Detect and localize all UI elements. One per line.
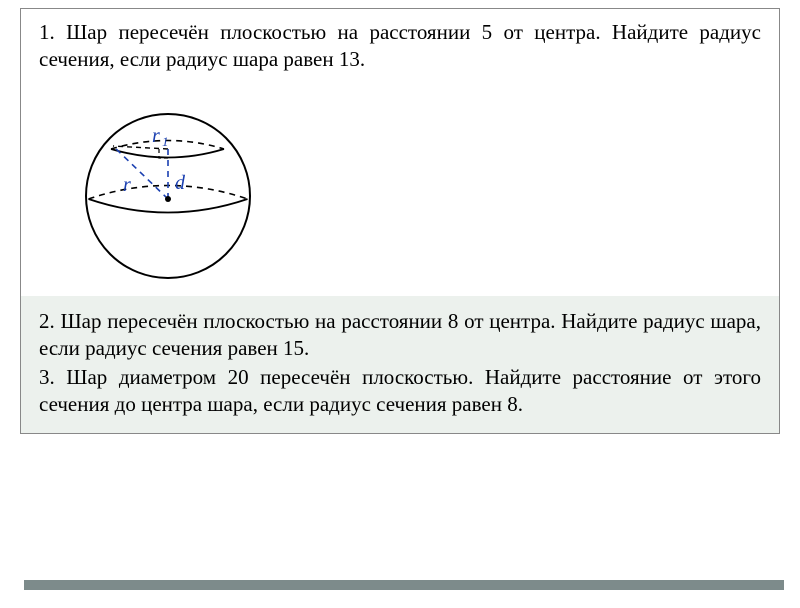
label-r1-sub: 1	[162, 134, 169, 149]
label-r: r	[123, 174, 131, 196]
diagram-wrapper: r 1 r d	[21, 82, 779, 296]
problems-2-3-block: 2. Шар пересечён плоскостью на расстояни…	[21, 296, 779, 433]
problem-3-text: 3. Шар диаметром 20 пересечён плоскостью…	[39, 364, 761, 419]
center-dot	[165, 196, 171, 202]
problem-1-text: 1. Шар пересечён плоскостью на расстояни…	[21, 9, 779, 82]
r-line	[113, 146, 168, 199]
worksheet-container: 1. Шар пересечён плоскостью на расстояни…	[20, 8, 780, 434]
label-r1: r	[152, 125, 160, 147]
problem-2-text: 2. Шар пересечён плоскостью на расстояни…	[39, 308, 761, 363]
footer-bar	[24, 580, 784, 590]
sphere-diagram: r 1 r d	[51, 86, 281, 281]
label-d: d	[175, 172, 186, 194]
